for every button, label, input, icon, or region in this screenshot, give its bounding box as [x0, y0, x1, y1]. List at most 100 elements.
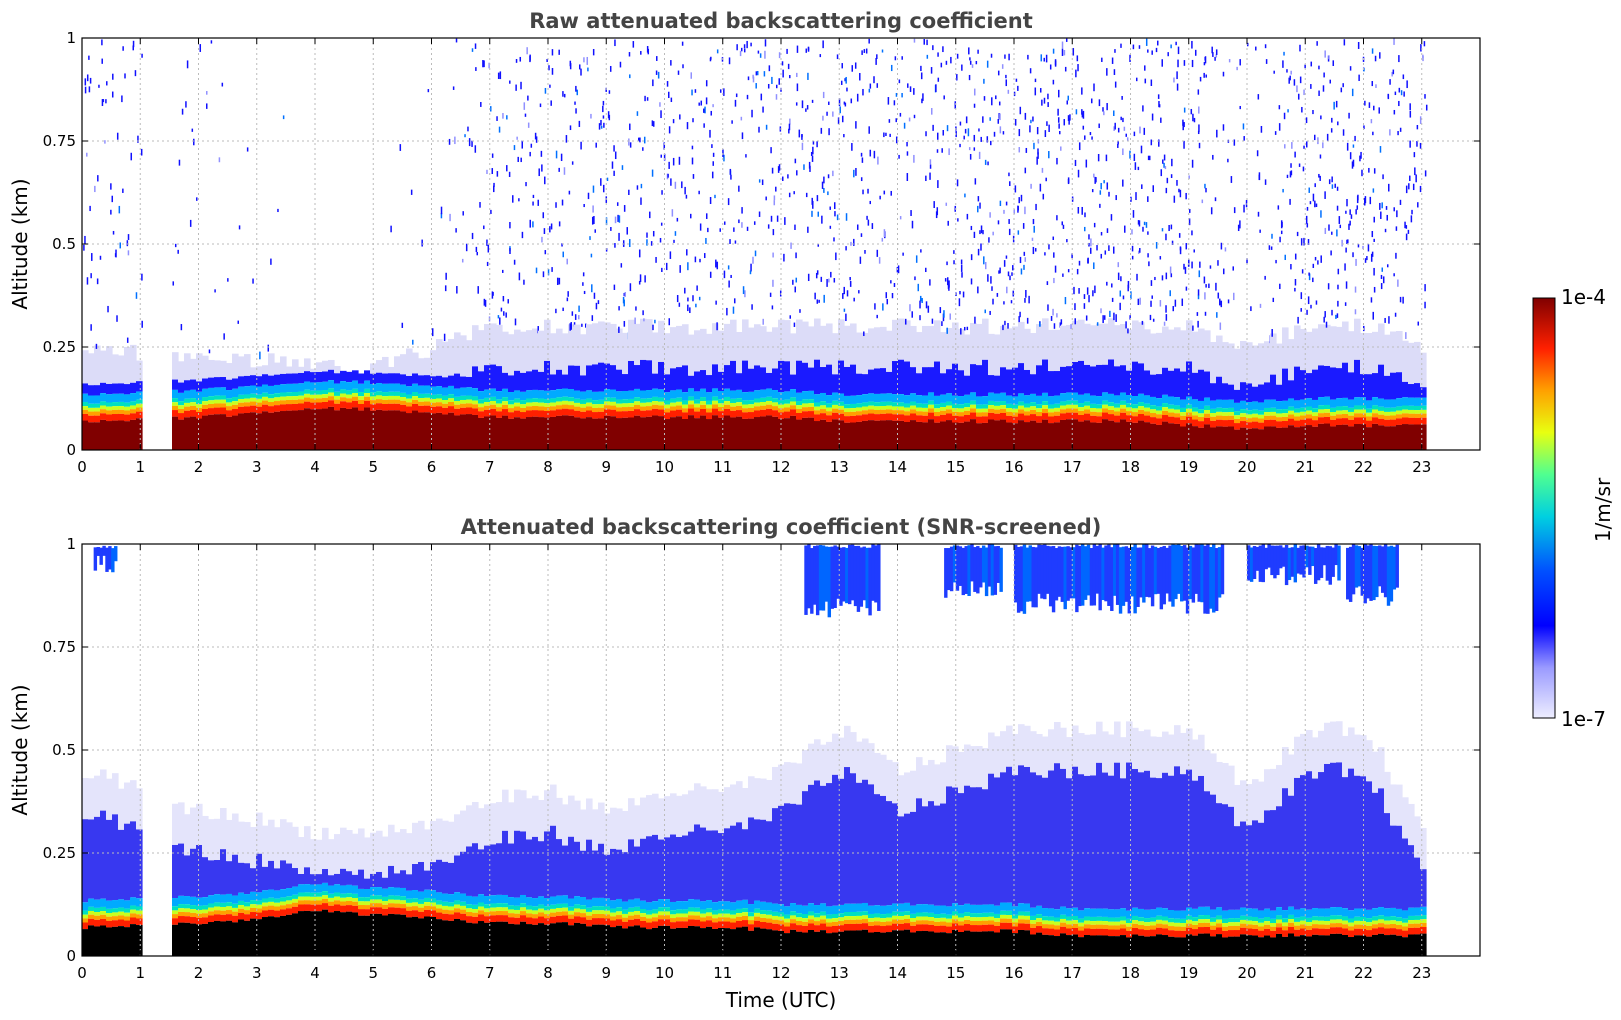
heatmap-cell — [220, 902, 227, 907]
heatmap-cell — [1222, 383, 1229, 400]
heatmap-cell — [820, 325, 827, 368]
noise-speck — [1424, 94, 1426, 99]
heatmap-cell — [1384, 419, 1391, 427]
heatmap-cell — [298, 900, 305, 905]
noise-speck — [1198, 124, 1200, 133]
noise-speck — [1114, 49, 1116, 53]
noise-speck — [816, 141, 818, 148]
noise-speck — [1105, 154, 1108, 162]
heatmap-cell — [934, 932, 941, 956]
heatmap-cell — [868, 913, 875, 919]
noise-speck — [1141, 320, 1144, 325]
heatmap-cell — [376, 907, 383, 914]
heatmap-cell — [484, 405, 491, 410]
heatmap-cell — [790, 911, 797, 916]
heatmap-cell — [460, 399, 467, 404]
noise-speck — [729, 239, 731, 244]
heatmap-cell — [82, 350, 89, 384]
heatmap-cell — [130, 393, 137, 402]
heatmap-cell — [976, 408, 983, 413]
heatmap-cell — [1000, 772, 1007, 903]
noise-speck — [904, 318, 907, 325]
heatmap-cell — [1042, 419, 1049, 450]
heatmap-cell — [1012, 775, 1019, 907]
heatmap-cell — [826, 933, 833, 956]
heatmap-cell — [196, 411, 203, 419]
heatmap-cell — [100, 898, 107, 907]
heatmap-cell — [916, 798, 923, 905]
heatmap-cell — [520, 903, 527, 908]
heatmap-cell — [796, 925, 803, 932]
heatmap-cell — [772, 903, 779, 912]
heatmap-cell — [1000, 367, 1007, 393]
noise-speck — [1125, 321, 1127, 329]
heatmap-cell — [340, 827, 347, 869]
noise-speck — [130, 152, 133, 161]
heatmap-cell — [1360, 397, 1367, 406]
noise-speck — [206, 103, 208, 109]
heatmap-cell — [202, 355, 209, 379]
heatmap-cell — [574, 398, 581, 403]
noise-speck — [1020, 194, 1023, 202]
noise-speck — [796, 83, 799, 92]
heatmap-cell — [1312, 426, 1319, 450]
noise-speck — [738, 219, 740, 224]
heatmap-cell — [730, 825, 737, 903]
heatmap-cell — [700, 913, 707, 918]
noise-speck — [1310, 61, 1313, 67]
noise-speck — [589, 236, 591, 240]
heatmap-cell — [400, 392, 407, 398]
noise-speck — [678, 156, 681, 165]
noise-speck — [1398, 87, 1401, 93]
heatmap-cell — [1024, 369, 1031, 396]
noise-speck — [652, 230, 655, 237]
noise-speck — [1103, 111, 1105, 116]
heatmap-cell — [1138, 772, 1145, 909]
heatmap-cell — [1402, 340, 1409, 382]
heatmap-cell — [814, 359, 821, 395]
heatmap-cell — [1174, 937, 1181, 956]
heatmap-cell — [1006, 766, 1013, 903]
noise-speck — [1008, 172, 1010, 177]
heatmap-cell — [1384, 426, 1391, 450]
noise-speck — [942, 46, 944, 53]
noise-speck — [764, 50, 766, 59]
heatmap-cell — [790, 903, 797, 912]
heatmap-cell — [340, 885, 347, 894]
heatmap-cell — [190, 405, 197, 411]
heatmap-cell — [184, 814, 191, 856]
noise-speck — [1193, 249, 1195, 253]
heatmap-cell — [868, 409, 875, 414]
heatmap-cell — [202, 909, 209, 914]
noise-speck — [1303, 89, 1305, 96]
heatmap-cell — [988, 333, 995, 376]
noise-speck — [676, 295, 679, 303]
noise-speck — [1026, 317, 1029, 324]
heatmap-cell — [322, 882, 329, 892]
heatmap-cell — [1054, 411, 1061, 416]
noise-speck — [1089, 132, 1092, 136]
heatmap-cell — [538, 916, 545, 924]
heatmap-cell — [268, 897, 275, 902]
noise-speck — [1312, 110, 1314, 115]
heatmap-cell — [508, 418, 515, 450]
noise-speck — [524, 113, 527, 117]
heatmap-cell — [1264, 415, 1271, 420]
heatmap-cell — [994, 334, 1001, 376]
heatmap-cell — [1246, 410, 1253, 415]
heatmap-cell — [1396, 398, 1403, 407]
noise-speck — [795, 252, 797, 259]
heatmap-cell — [394, 383, 401, 392]
heatmap-cell — [850, 403, 857, 409]
noise-speck — [1279, 283, 1281, 290]
heatmap-cell — [100, 382, 107, 394]
heatmap-cell — [724, 401, 731, 405]
heatmap-cell — [208, 911, 215, 916]
heatmap-cell — [1258, 410, 1265, 415]
heatmap-cell — [304, 401, 311, 409]
heatmap-cell — [466, 340, 473, 377]
heatmap-cell — [538, 417, 545, 450]
heatmap-cell — [112, 916, 119, 921]
noise-speck — [929, 279, 931, 286]
heatmap-cell — [910, 405, 917, 410]
